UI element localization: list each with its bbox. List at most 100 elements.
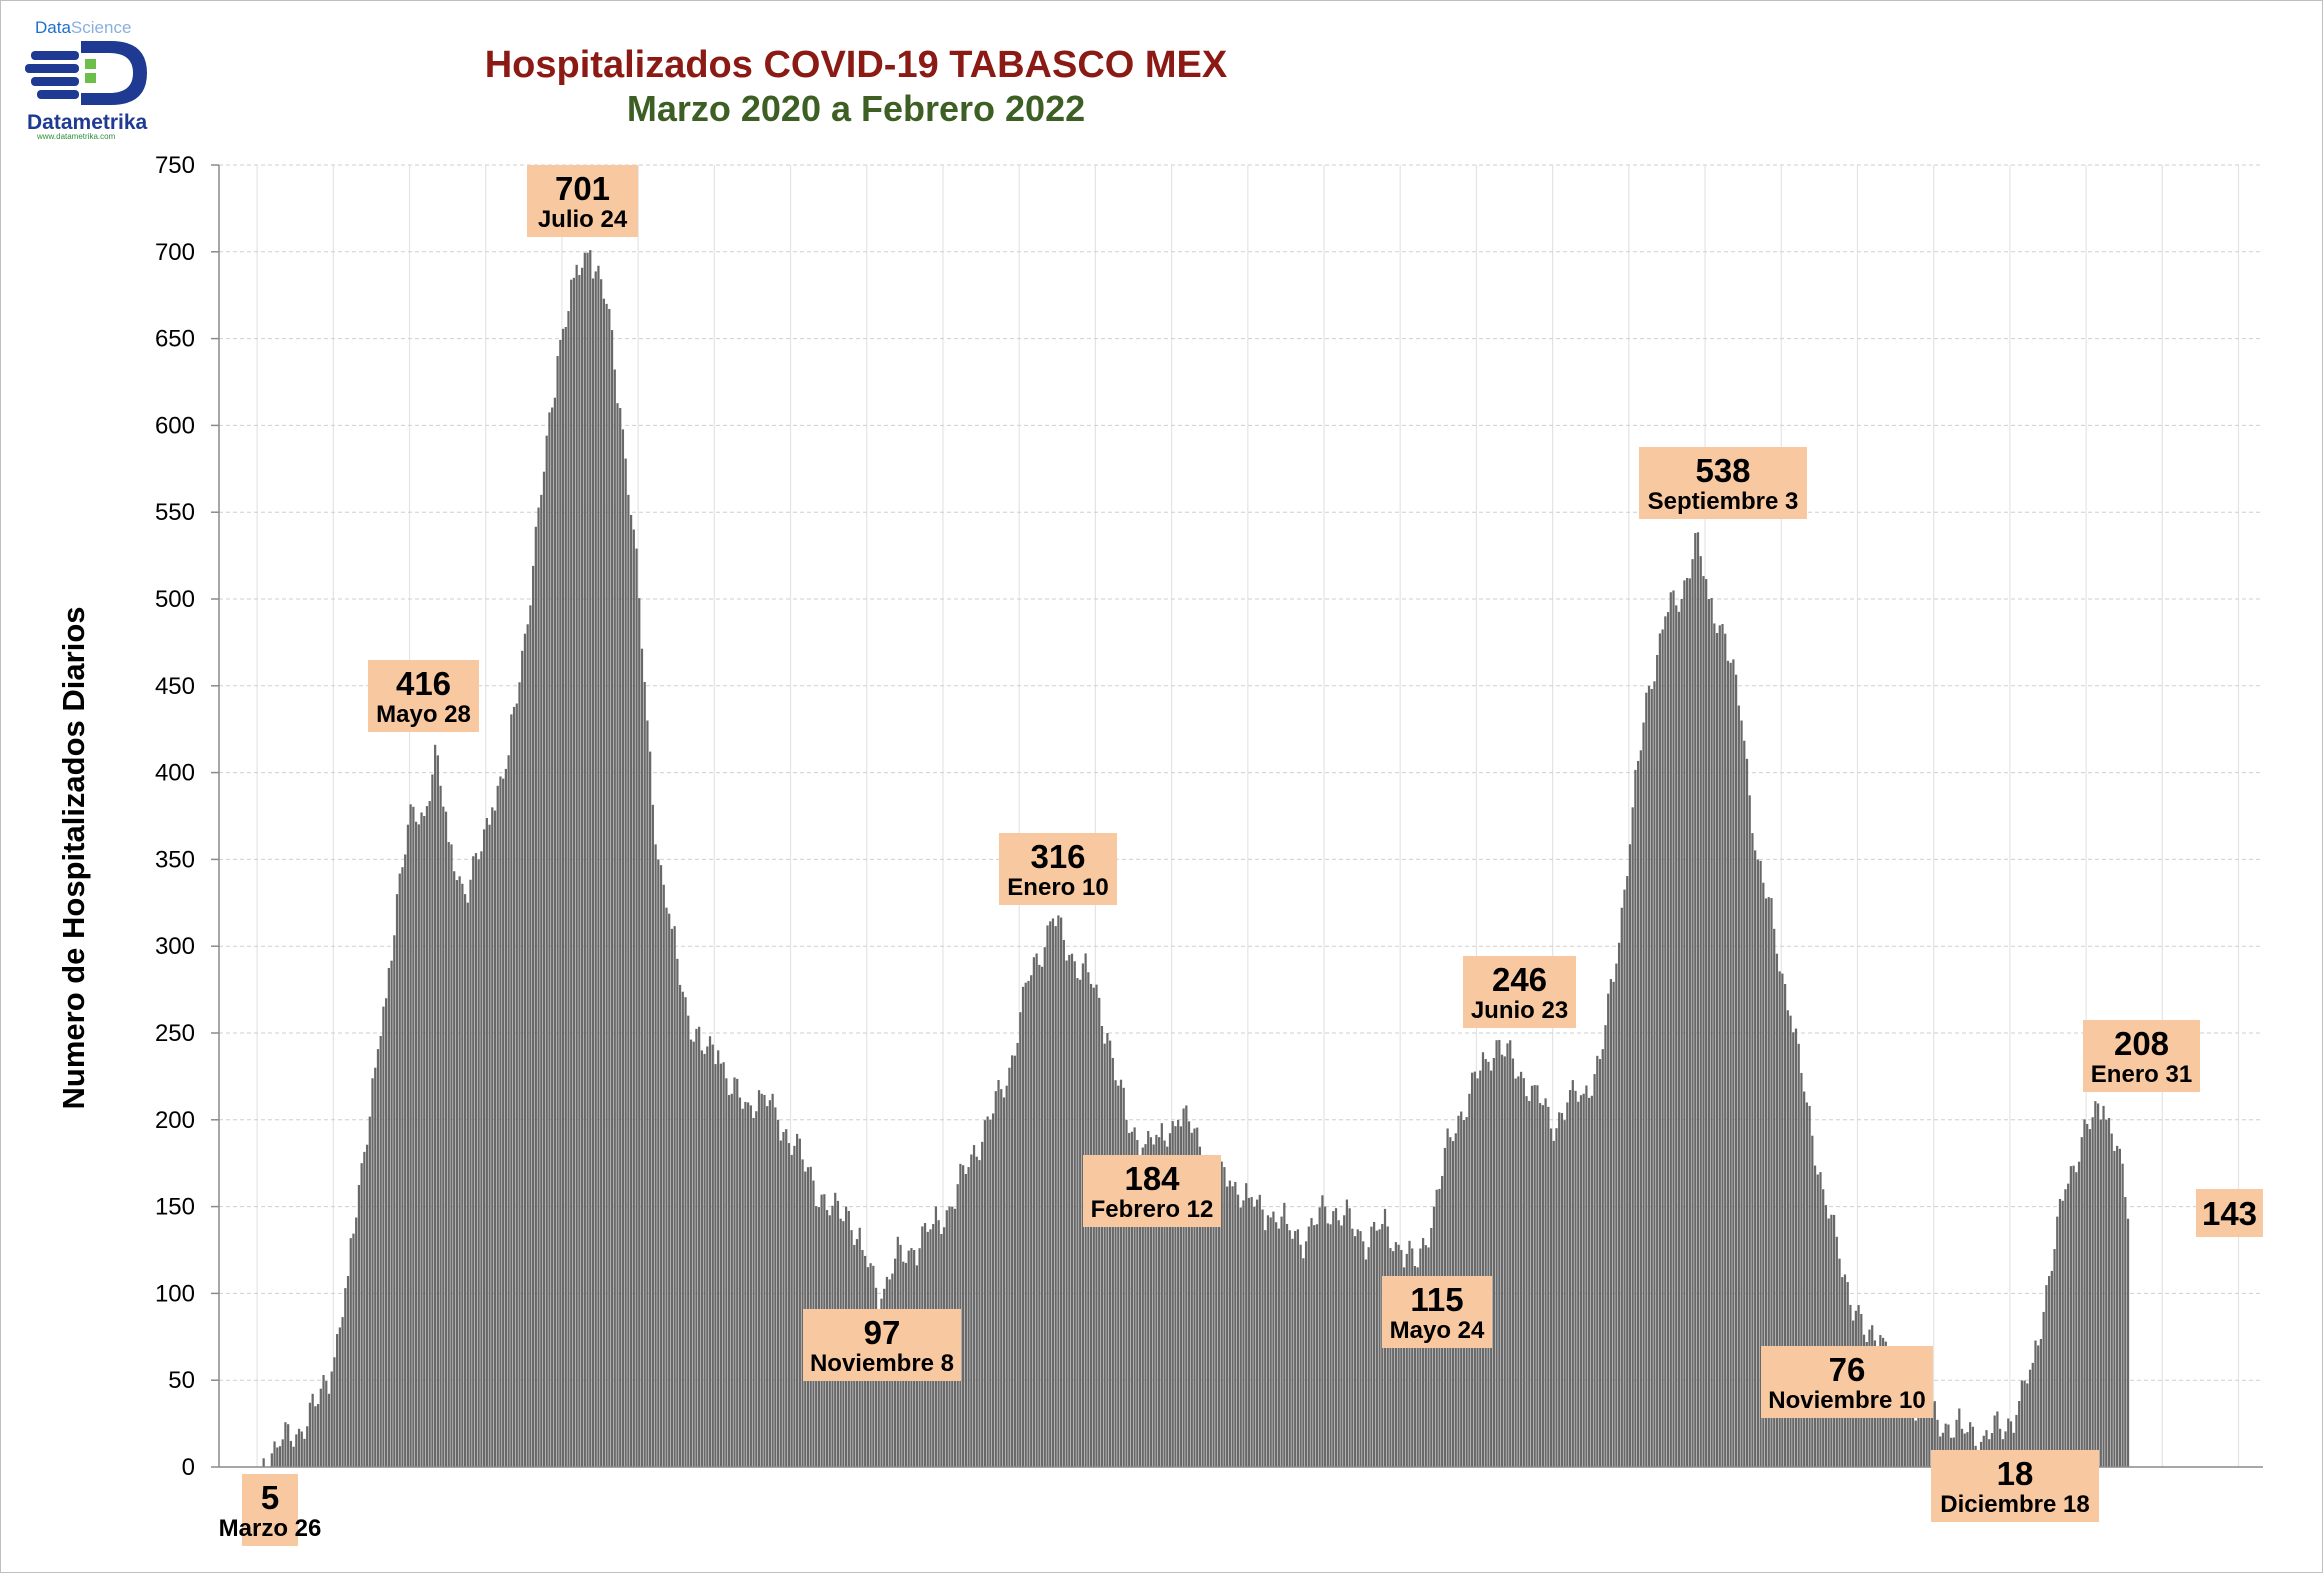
bar — [880, 1298, 883, 1467]
bars — [262, 250, 2130, 1468]
bar — [736, 1078, 739, 1467]
annotation-box — [803, 1309, 961, 1381]
bar — [371, 1078, 374, 1467]
bar — [1313, 1225, 1316, 1467]
bar — [1421, 1238, 1425, 1467]
bar — [311, 1393, 314, 1467]
bar — [453, 871, 456, 1467]
y-tick-label: 550 — [155, 499, 195, 526]
bar — [1724, 633, 1727, 1467]
bar — [1152, 1144, 1155, 1467]
bar — [355, 1217, 358, 1467]
bar — [2083, 1119, 2086, 1467]
bar — [2015, 1414, 2018, 1467]
bar — [722, 1062, 725, 1467]
annotation-date: Diciembre 18 — [1940, 1491, 2089, 1518]
annotation-value: 143 — [2202, 1195, 2257, 1232]
bar — [488, 824, 491, 1467]
bar — [1212, 1179, 1215, 1467]
bar — [1495, 1040, 1498, 1467]
bar — [657, 859, 660, 1467]
bar — [480, 851, 483, 1467]
bar — [474, 853, 478, 1467]
bar — [1348, 1208, 1351, 1467]
bar — [1729, 662, 1732, 1467]
bar — [1816, 1174, 1819, 1467]
bar — [1204, 1180, 1207, 1467]
annotation-value: 208 — [2114, 1025, 2169, 1062]
bar — [1830, 1214, 1833, 1467]
bar — [545, 435, 548, 1467]
bar — [1533, 1085, 1536, 1467]
bar — [2086, 1123, 2089, 1467]
bar — [730, 1093, 733, 1467]
bar — [586, 252, 589, 1468]
bar — [551, 407, 554, 1468]
bar — [1155, 1134, 1158, 1467]
bar — [1125, 1119, 1128, 1467]
bar — [1081, 963, 1085, 1467]
bar — [1637, 760, 1640, 1467]
bar — [1032, 957, 1036, 1467]
bar — [1201, 1172, 1204, 1467]
annotation-date: Marzo 26 — [219, 1515, 322, 1542]
bar — [1228, 1180, 1231, 1467]
bar — [1198, 1146, 1202, 1467]
bar — [567, 311, 570, 1467]
bar — [1754, 850, 1757, 1467]
bar — [1035, 953, 1038, 1467]
bar — [776, 1119, 780, 1467]
bar — [1664, 616, 1667, 1467]
bar — [1579, 1095, 1583, 1467]
bar — [1481, 1052, 1485, 1467]
y-tick-label: 200 — [155, 1107, 195, 1134]
bar — [2042, 1311, 2045, 1467]
bar — [1119, 1079, 1123, 1467]
bar — [749, 1105, 752, 1467]
bar — [1675, 605, 1678, 1467]
bar — [1511, 1058, 1515, 1467]
bar — [374, 1067, 377, 1467]
bar — [1057, 915, 1060, 1467]
bar — [308, 1402, 312, 1467]
bar — [763, 1094, 766, 1467]
bar — [673, 926, 676, 1467]
bar — [1179, 1126, 1182, 1467]
bar — [572, 277, 576, 1468]
bar — [1416, 1267, 1419, 1467]
annotation-value: 538 — [1695, 452, 1750, 489]
annotation-date: Junio 23 — [1471, 997, 1568, 1024]
bar — [1030, 975, 1033, 1467]
bar — [344, 1288, 347, 1467]
bar — [1653, 681, 1656, 1467]
bar — [1661, 629, 1664, 1467]
bar — [594, 271, 597, 1468]
bar — [1960, 1428, 1964, 1467]
bar — [2075, 1172, 2078, 1467]
bar — [983, 1120, 987, 1467]
bar — [1786, 1010, 1789, 1467]
bar — [1588, 1097, 1591, 1467]
bar — [393, 935, 396, 1467]
bar — [1163, 1140, 1166, 1467]
bar — [515, 703, 518, 1467]
bar — [605, 303, 608, 1467]
bar — [1209, 1180, 1212, 1467]
bar — [1002, 1097, 1006, 1467]
bar — [698, 1026, 701, 1467]
bar — [1683, 580, 1686, 1467]
bar — [1669, 592, 1672, 1467]
bar — [621, 429, 625, 1467]
bar — [1740, 720, 1743, 1467]
bar — [744, 1101, 747, 1467]
bar — [1656, 654, 1659, 1467]
bar — [741, 1108, 744, 1467]
bar — [1038, 964, 1041, 1467]
bar — [529, 605, 532, 1467]
bar — [295, 1434, 298, 1467]
logo-tagline: DataScience — [35, 18, 131, 37]
bar — [1544, 1098, 1547, 1467]
bar — [1182, 1108, 1185, 1467]
